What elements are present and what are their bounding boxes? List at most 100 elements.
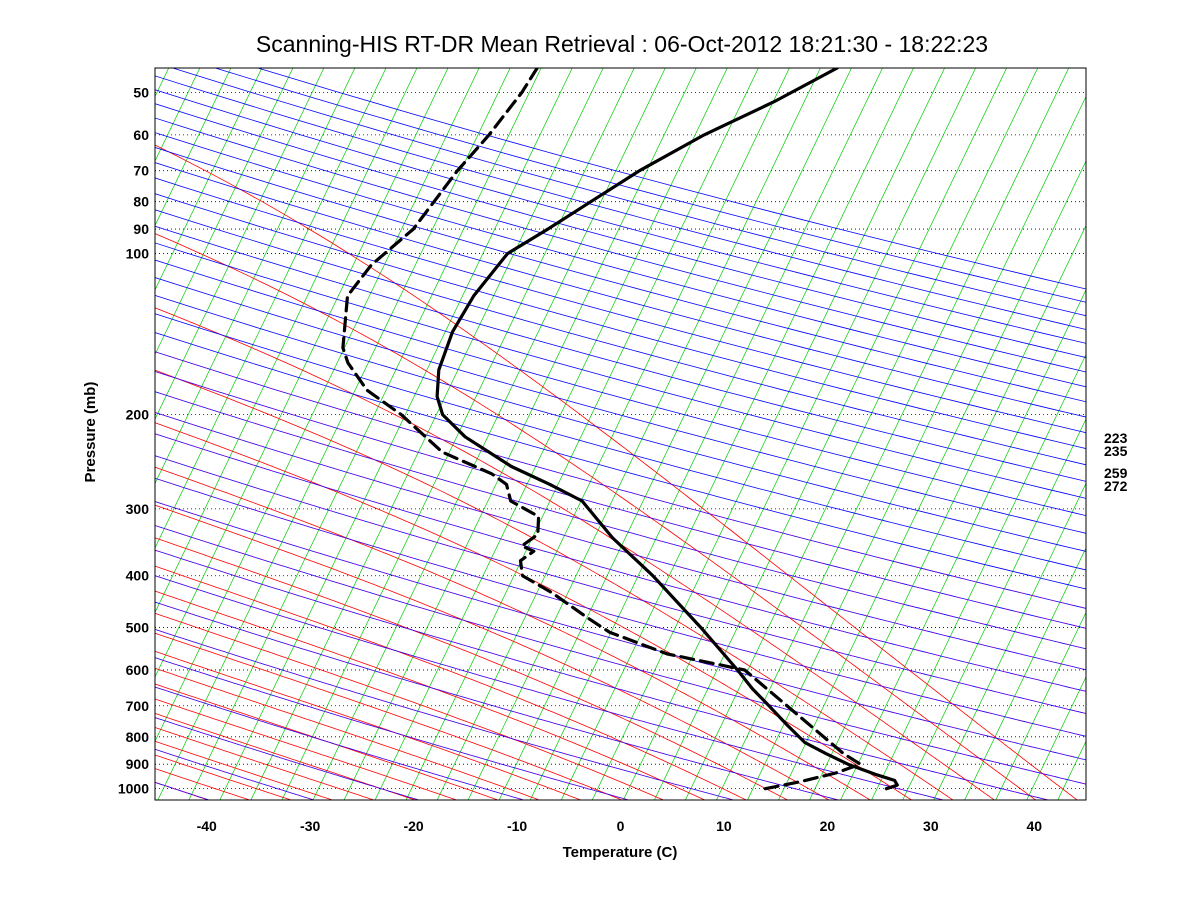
y-tick-60: 60 <box>133 127 149 143</box>
dry-adiabat-330 <box>155 501 1086 761</box>
mixing-ratio-line--54 <box>155 68 418 614</box>
moist-adiabat--12 <box>155 683 498 800</box>
dry-adiabat-overlay-360 <box>155 433 1086 692</box>
dry-adiabat-560 <box>155 89 1086 344</box>
x-tick-10: 10 <box>716 818 732 834</box>
moist-adiabat--16 <box>155 698 457 800</box>
moist-adiabat-24 <box>155 466 871 800</box>
moist-adiabat-28 <box>155 422 912 800</box>
dry-adiabat-430 <box>155 294 1086 552</box>
mixing-ratio-line-3 <box>653 68 1008 800</box>
mixing-ratio-line-45 <box>1088 41 1200 803</box>
y-tick-1000: 1000 <box>118 781 149 797</box>
dry-adiabat-overlay-280 <box>155 629 735 800</box>
dry-adiabat-520 <box>155 147 1086 403</box>
dry-adiabat-350 <box>155 455 1086 714</box>
moist-adiabat--20 <box>155 713 416 800</box>
mixing-ratio-line--87 <box>0 41 89 803</box>
x-tick--20: -20 <box>403 818 423 834</box>
mixing-ratio-line-30 <box>933 482 1086 800</box>
moist-adiabats <box>155 144 1078 800</box>
pressure-gridlines <box>155 92 1086 790</box>
moist-adiabat--4 <box>155 650 581 800</box>
mixing-ratio-line--69 <box>155 68 263 291</box>
mixing-ratio-line--57 <box>155 68 387 549</box>
y-tick-90: 90 <box>133 221 149 237</box>
mixing-ratio-line-51 <box>1150 41 1200 803</box>
dry-adiabat-overlay-380 <box>155 391 1086 650</box>
dry-adiabat-510 <box>155 162 1086 418</box>
mixing-ratio-line-42 <box>1057 740 1086 800</box>
mixing-ratio-line--15 <box>467 68 821 800</box>
moist-adiabat-8 <box>155 590 705 800</box>
x-tick-labels: -40 -30 -20 -10 0 10 20 30 40 <box>197 818 1043 834</box>
moist-adiabat--8 <box>155 667 540 800</box>
x-tick-0: 0 <box>617 818 625 834</box>
mixing-ratio-line--12 <box>498 68 852 800</box>
dry-adiabat-340 <box>155 477 1086 737</box>
sounding-series <box>341 68 899 791</box>
dry-adiabats <box>155 68 1086 800</box>
chart-title: Scanning-HIS RT-DR Mean Retrieval : 06-O… <box>256 31 988 57</box>
moist-adiabat--32 <box>155 754 292 800</box>
mixing-ratio-line--33 <box>281 68 635 800</box>
mixing-ratio-line--66 <box>155 68 294 356</box>
dry-adiabat-380 <box>155 391 1086 650</box>
dry-adiabat-310 <box>155 549 1050 800</box>
dry-adiabat-overlay-300 <box>155 575 945 800</box>
y-tick-300: 300 <box>126 501 150 517</box>
y-tick-600: 600 <box>126 662 150 678</box>
moist-adiabat--24 <box>155 727 374 800</box>
side-label-223: 223 <box>1104 430 1128 446</box>
x-tick--30: -30 <box>300 818 320 834</box>
mixing-ratio-line--48 <box>155 68 480 743</box>
dry-adiabat-overlay-370 <box>155 412 1086 671</box>
dry-adiabat-490 <box>155 193 1086 449</box>
dry-adiabat-540 <box>155 117 1086 373</box>
dry-adiabat-550 <box>155 103 1086 358</box>
y-tick-400: 400 <box>126 568 150 584</box>
dry-adiabat-420 <box>155 313 1086 571</box>
moist-adiabat-16 <box>155 537 788 800</box>
dry-adiabat-400 <box>155 351 1086 609</box>
y-axis-label: Pressure (mb) <box>82 382 99 483</box>
mixing-ratio-line-39 <box>1026 676 1086 800</box>
mixing-ratio-line-36 <box>995 611 1086 800</box>
mixing-ratio-line-27 <box>902 418 1086 800</box>
y-tick-labels: 50 60 70 80 90 100 200 300 400 500 600 700 800 900 100… <box>118 84 149 796</box>
mixing-ratio-line--30 <box>312 68 666 800</box>
x-axis-label: Temperature (C) <box>563 844 678 861</box>
side-label-259: 259 <box>1104 465 1128 481</box>
y-tick-900: 900 <box>126 756 150 772</box>
side-label-272: 272 <box>1104 478 1128 494</box>
y-tick-500: 500 <box>126 620 150 636</box>
side-label-235: 235 <box>1104 443 1128 459</box>
mixing-ratio-line--24 <box>374 68 728 800</box>
plot-area <box>0 41 1200 803</box>
dry-adiabat-overlay-330 <box>155 501 1086 761</box>
dry-adiabat-390 <box>155 371 1086 629</box>
mixing-ratio-line--72 <box>155 68 232 227</box>
moist-adiabat-40 <box>155 233 1037 800</box>
dry-adiabat-450 <box>155 259 1086 517</box>
mixing-ratio-line--90 <box>0 41 58 803</box>
dry-adiabat-470 <box>155 225 1086 482</box>
moist-adiabat-0 <box>155 632 623 800</box>
dry-adiabat-overlay-400 <box>155 351 1086 609</box>
moist-adiabat-20 <box>155 504 830 800</box>
dry-adiabat-250 <box>155 717 421 800</box>
mixing-ratio-line-21 <box>840 289 1086 800</box>
moist-adiabat-44 <box>155 144 1078 800</box>
dry-adiabat-480 <box>155 209 1086 466</box>
mixing-ratio-line--6 <box>560 68 914 800</box>
y-tick-50: 50 <box>133 84 149 100</box>
y-tick-70: 70 <box>133 163 149 179</box>
dry-adiabat-530 <box>155 132 1086 388</box>
mixing-ratio-line--27 <box>343 68 697 800</box>
series-temperature-line <box>435 68 899 791</box>
moist-adiabat--28 <box>155 740 333 800</box>
dry-adiabat-overlay-240 <box>155 748 315 800</box>
mixing-ratio-line-18 <box>809 224 1086 800</box>
dry-adiabat-overlay-340 <box>155 477 1086 737</box>
